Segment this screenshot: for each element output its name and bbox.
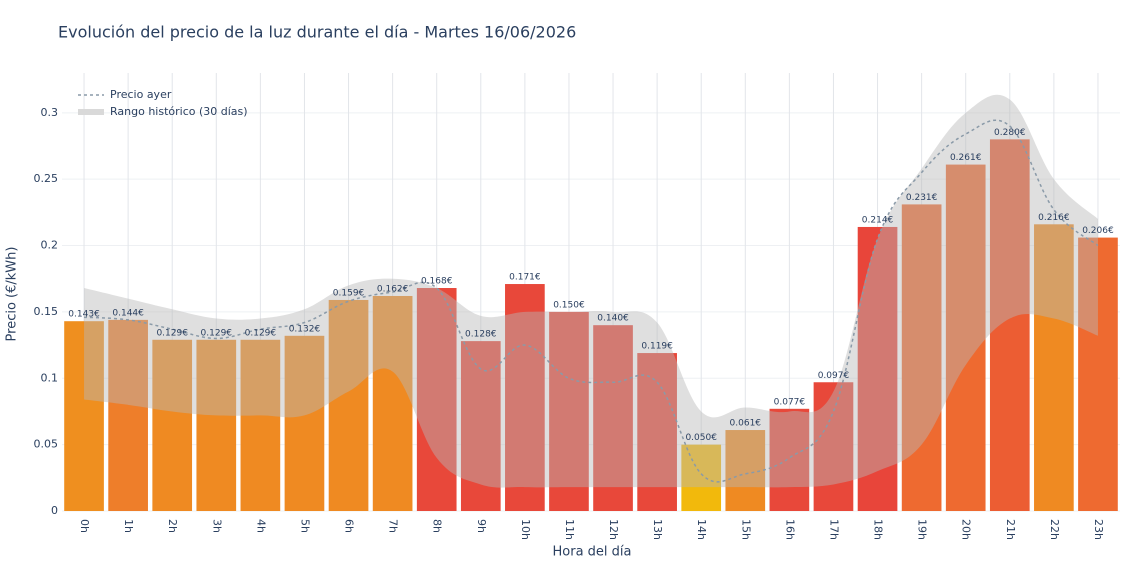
bar [945,164,986,511]
x-tick-label: 1h [122,519,135,533]
bar [813,382,854,511]
value-label: 0.261€ [950,153,982,163]
value-label: 0.140€ [597,314,629,324]
value-label: 0.159€ [333,288,365,298]
y-tick-label: 0.1 [41,371,59,384]
value-label: 0.144€ [112,308,144,318]
x-tick-label: 0h [78,519,91,533]
x-tick-label: 16h [783,519,796,540]
bar [505,284,545,511]
bar [64,321,104,511]
x-tick-label: 4h [254,519,267,533]
y-tick-label: 0.3 [41,106,59,119]
x-tick-label: 23h [1092,519,1105,540]
x-tick-label: 5h [298,519,311,533]
value-label: 0.128€ [465,330,497,340]
x-tick-label: 10h [519,519,532,540]
bar [989,139,1030,511]
x-tick-label: 7h [387,519,400,533]
value-label: 0.216€ [1038,213,1070,223]
bar [240,339,281,511]
x-axis-title: Hora del día [553,545,632,560]
x-tick-label: 11h [563,519,576,540]
legend-label: Precio ayer [110,88,172,101]
y-tick-label: 0.15 [34,305,59,318]
value-label: 0.150€ [553,300,585,310]
x-tick-label: 13h [651,519,664,540]
bar [549,311,589,511]
value-label: 0.171€ [509,273,541,283]
x-tick-label: 20h [960,519,973,540]
value-label: 0.280€ [994,128,1026,138]
value-label: 0.119€ [641,342,673,352]
x-tick-label: 9h [475,519,488,533]
bar [328,299,369,511]
value-label: 0.097€ [818,371,850,381]
x-tick-label: 3h [210,519,223,533]
y-axis-title: Precio (€/kWh) [5,247,20,342]
bar [196,339,237,511]
bar [901,204,942,511]
value-label: 0.050€ [685,433,717,443]
value-label: 0.231€ [906,193,938,203]
x-tick-label: 15h [739,519,752,540]
y-tick-label: 0.05 [34,438,59,451]
value-label: 0.162€ [377,284,409,294]
value-label: 0.129€ [201,328,233,338]
value-label: 0.214€ [862,215,894,225]
bar [637,353,677,511]
x-tick-label: 12h [607,519,620,540]
bar [593,325,633,511]
chart-title: Evolución del precio de la luz durante e… [58,23,576,42]
bar [152,339,193,511]
x-tick-label: 2h [166,519,179,533]
overlay: 0.143€ 0.144€ 0.129€ 0.129€ 0.129€ 0.132€ 0.15… [68,94,1114,488]
bar [372,295,413,511]
bar [1034,224,1074,512]
bar [416,288,457,511]
x-tick-label: 17h [827,519,840,540]
bar [1078,237,1118,511]
value-label: 0.168€ [421,277,453,287]
x-tick-label: 18h [872,519,885,540]
historic-range [84,94,1098,488]
legend: Precio ayer Rango histórico (30 días) [78,88,248,118]
x-tick-label: 8h [431,519,444,533]
bar [725,430,766,511]
x-tick-label: 21h [1004,519,1017,540]
bar [857,226,898,512]
x-tick-label: 19h [916,519,929,540]
value-label: 0.206€ [1082,226,1114,236]
y-tick-label: 0.25 [34,172,59,185]
value-label: 0.129€ [245,328,277,338]
value-label: 0.129€ [156,328,188,338]
y-tick-label: 0.2 [41,239,59,252]
y-tick-label: 0 [51,504,58,517]
bars [64,139,1118,512]
value-label: 0.077€ [774,397,806,407]
value-label: 0.132€ [289,324,321,334]
bar [681,444,722,511]
bar [108,319,148,511]
x-tick-label: 14h [695,519,708,540]
bar [284,335,325,511]
yesterday-line [83,119,1099,483]
x-tick-label: 6h [343,519,356,533]
legend-label: Rango histórico (30 días) [110,105,248,118]
value-label: 0.143€ [68,310,100,320]
bar [769,408,810,511]
value-label: 0.061€ [730,419,762,429]
x-tick-label: 22h [1048,519,1061,540]
